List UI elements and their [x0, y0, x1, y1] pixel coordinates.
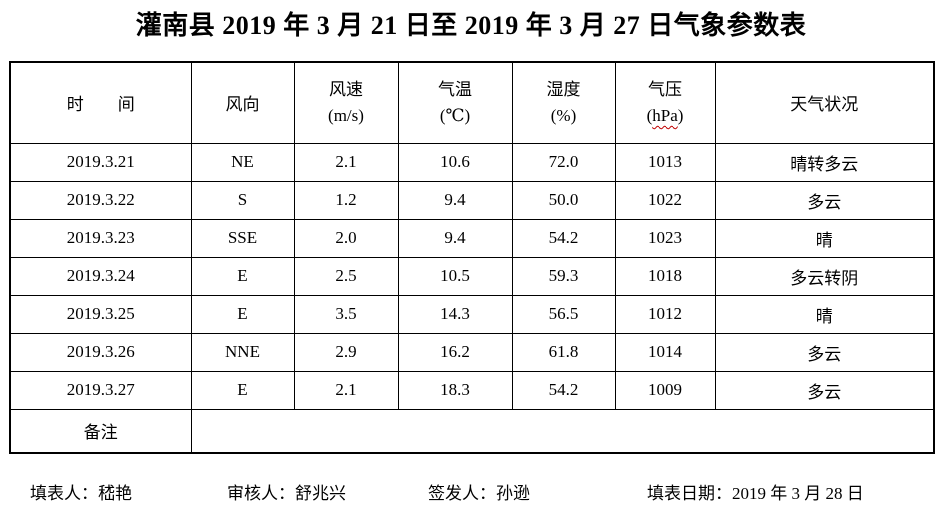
table-header-row: 时 间 风向 风速 (m/s) 气温 (℃) 湿度 (%) 气压 (hPa) 天… [9, 61, 935, 144]
cell-temperature: 14.3 [397, 294, 513, 334]
issued-by-label: 签发人： [428, 484, 496, 503]
cell-wind-direction: NNE [190, 332, 295, 372]
cell-date: 2019.3.25 [9, 294, 192, 334]
cell-pressure: 1023 [614, 218, 716, 258]
reviewed-by: 审核人：舒兆兴 [227, 481, 346, 507]
header-weather: 天气状况 [714, 61, 935, 144]
cell-temperature: 18.3 [397, 370, 513, 410]
reviewed-by-name: 舒兆兴 [295, 484, 346, 503]
cell-temperature: 9.4 [397, 180, 513, 220]
footer: 填表人：嵇艳 审核人：舒兆兴 签发人：孙逊 填表日期：2019 年 3 月 28… [0, 481, 942, 510]
cell-humidity: 61.8 [511, 332, 616, 372]
header-time: 时 间 [9, 61, 192, 144]
cell-date: 2019.3.22 [9, 180, 192, 220]
cell-date: 2019.3.23 [9, 218, 192, 258]
header-humidity: 湿度 (%) [511, 61, 616, 144]
table-row: 2019.3.22 S 1.2 9.4 50.0 1022 多云 [9, 180, 935, 220]
prepared-by: 填表人：嵇艳 [30, 481, 132, 507]
header-temperature: 气温 (℃) [397, 61, 513, 144]
issued-by: 签发人：孙逊 [428, 481, 530, 507]
cell-wind-direction: NE [190, 142, 295, 182]
table-row: 2019.3.23 SSE 2.0 9.4 54.2 1023 晴 [9, 218, 935, 258]
cell-temperature: 10.6 [397, 142, 513, 182]
table-row: 2019.3.24 E 2.5 10.5 59.3 1018 多云转阴 [9, 256, 935, 296]
page-title: 灌南县 2019 年 3 月 21 日至 2019 年 3 月 27 日气象参数… [135, 11, 807, 40]
cell-humidity: 50.0 [511, 180, 616, 220]
cell-pressure: 1012 [614, 294, 716, 334]
header-pressure-unit: (hPa) [616, 103, 715, 129]
cell-weather: 晴 [714, 294, 935, 334]
cell-date: 2019.3.21 [9, 142, 192, 182]
cell-pressure: 1018 [614, 256, 716, 296]
issued-by-name: 孙逊 [496, 484, 530, 503]
cell-pressure: 1009 [614, 370, 716, 410]
cell-wind-direction: S [190, 180, 295, 220]
form-date-label: 填表日期： [647, 484, 732, 503]
header-wind-speed-unit: (m/s) [328, 105, 364, 125]
pressure-unit-paren-close: ) [677, 105, 684, 125]
remark-label: 备注 [9, 408, 192, 454]
cell-temperature: 10.5 [397, 256, 513, 296]
cell-humidity: 54.2 [511, 370, 616, 410]
cell-date: 2019.3.27 [9, 370, 192, 410]
table-row: 2019.3.25 E 3.5 14.3 56.5 1012 晴 [9, 294, 935, 334]
cell-weather: 晴转多云 [714, 142, 935, 182]
cell-date: 2019.3.26 [9, 332, 192, 372]
cell-wind-direction: E [190, 370, 295, 410]
cell-wind-direction: E [190, 294, 295, 334]
table-row: 2019.3.26 NNE 2.9 16.2 61.8 1014 多云 [9, 332, 935, 372]
cell-wind-direction: SSE [190, 218, 295, 258]
header-humidity-unit: (%) [550, 105, 577, 125]
cell-humidity: 56.5 [511, 294, 616, 334]
pressure-unit-paren-open: ( [646, 105, 653, 125]
prepared-by-name: 嵇艳 [98, 484, 132, 503]
cell-weather: 多云 [714, 370, 935, 410]
header-humidity-label: 湿度 [546, 79, 581, 99]
cell-humidity: 59.3 [511, 256, 616, 296]
header-pressure-label: 气压 [648, 79, 682, 99]
cell-humidity: 54.2 [511, 218, 616, 258]
cell-wind-speed: 2.9 [293, 332, 399, 372]
cell-temperature: 9.4 [397, 218, 513, 258]
form-date-value: 2019 年 3 月 28 日 [732, 484, 864, 503]
cell-weather: 多云 [714, 332, 935, 372]
cell-temperature: 16.2 [397, 332, 513, 372]
cell-wind-speed: 3.5 [293, 294, 399, 334]
cell-weather: 多云转阴 [714, 256, 935, 296]
header-wind-speed-label: 风速 [329, 79, 363, 99]
remark-value [190, 408, 935, 454]
cell-weather: 多云 [714, 180, 935, 220]
cell-date: 2019.3.24 [9, 256, 192, 296]
table-row: 2019.3.27 E 2.1 18.3 54.2 1009 多云 [9, 370, 935, 410]
header-pressure: 气压 (hPa) [614, 61, 716, 144]
reviewed-by-label: 审核人： [227, 484, 295, 503]
table-row: 2019.3.21 NE 2.1 10.6 72.0 1013 晴转多云 [9, 142, 935, 182]
cell-wind-direction: E [190, 256, 295, 296]
header-wind-direction: 风向 [190, 61, 295, 144]
cell-pressure: 1014 [614, 332, 716, 372]
cell-wind-speed: 2.1 [293, 370, 399, 410]
cell-humidity: 72.0 [511, 142, 616, 182]
cell-wind-speed: 2.0 [293, 218, 399, 258]
pressure-unit-hpa-spellcheck-underline: hPa [652, 105, 678, 125]
cell-pressure: 1022 [614, 180, 716, 220]
header-temperature-unit: (℃) [439, 105, 471, 125]
prepared-by-label: 填表人： [30, 484, 98, 503]
cell-wind-speed: 2.5 [293, 256, 399, 296]
form-date: 填表日期：2019 年 3 月 28 日 [647, 481, 864, 507]
cell-pressure: 1013 [614, 142, 716, 182]
weather-table: 时 间 风向 风速 (m/s) 气温 (℃) 湿度 (%) 气压 (hPa) 天… [9, 61, 935, 454]
cell-weather: 晴 [714, 218, 935, 258]
cell-wind-speed: 2.1 [293, 142, 399, 182]
cell-wind-speed: 1.2 [293, 180, 399, 220]
remark-row: 备注 [9, 408, 935, 454]
header-temperature-label: 气温 [438, 79, 472, 99]
header-wind-speed: 风速 (m/s) [293, 61, 399, 144]
